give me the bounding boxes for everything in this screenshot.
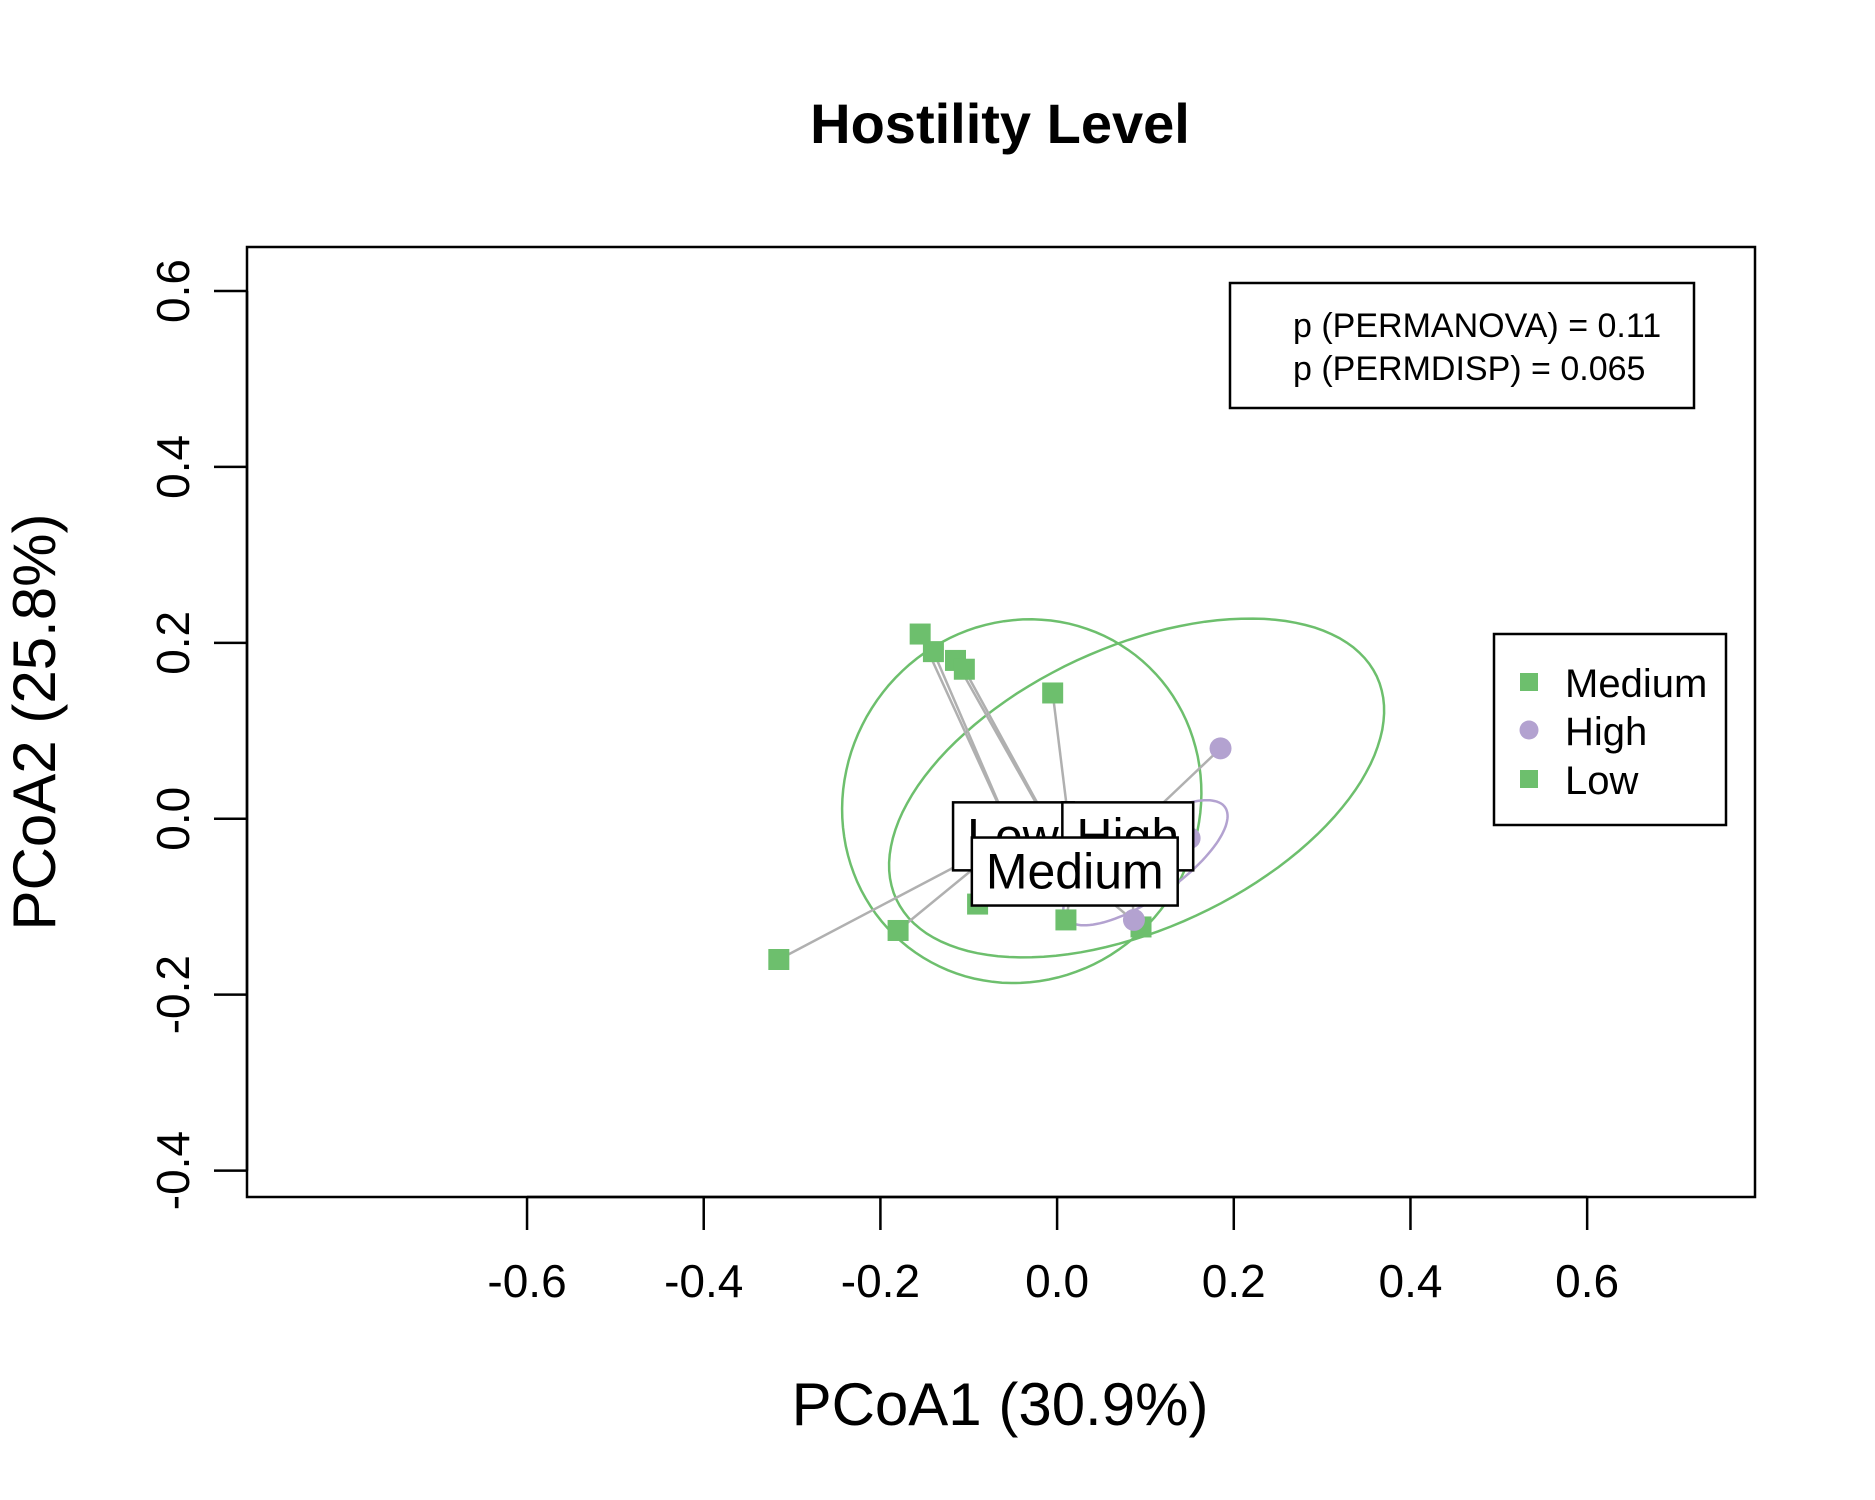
legend-medium-marker <box>1520 673 1538 691</box>
x-tick-label: 0.6 <box>1555 1255 1619 1307</box>
point-high <box>1209 737 1232 760</box>
chart-title: Hostility Level <box>810 92 1190 155</box>
stats-box: p (PERMANOVA) = 0.11 p (PERMDISP) = 0.06… <box>1228 281 1696 410</box>
y-tick-label: 0.6 <box>147 259 199 323</box>
data-points <box>768 623 1232 970</box>
centroid-spokes <box>778 633 1222 961</box>
x-tick-label: -0.2 <box>841 1255 920 1307</box>
y-axis: -0.4 -0.2 0.0 0.2 0.4 0.6 <box>147 259 249 1210</box>
x-axis: -0.6 -0.4 -0.2 0.0 0.2 0.4 0.6 <box>487 1195 1619 1307</box>
point-low <box>768 949 790 970</box>
ellipse-medium <box>887 617 1386 959</box>
y-tick-label: 0.4 <box>147 435 199 499</box>
legend-low-label: Low <box>1565 759 1638 803</box>
point-low <box>922 641 944 663</box>
ellipse-low <box>840 618 1203 985</box>
confidence-ellipses <box>840 617 1386 985</box>
legend-high-label: High <box>1565 710 1647 754</box>
y-axis-title: PCoA2 (25.8%) <box>1 514 68 931</box>
x-tick-label: 0.2 <box>1202 1255 1266 1307</box>
y-tick-label: -0.2 <box>147 955 199 1034</box>
point-high <box>1122 908 1145 931</box>
x-axis-title: PCoA1 (30.9%) <box>792 1371 1209 1438</box>
y-tick-label: -0.4 <box>147 1131 199 1210</box>
centroid-labels: LowHighMedium <box>951 801 1195 907</box>
legend: Medium High Low <box>1492 632 1728 827</box>
x-tick-label: -0.4 <box>664 1255 743 1307</box>
permanova-text: p (PERMANOVA) = 0.11 <box>1293 307 1661 345</box>
y-tick-label: 0.2 <box>147 611 199 675</box>
x-tick-label: -0.6 <box>487 1255 566 1307</box>
y-tick-label: 0.0 <box>147 787 199 851</box>
legend-high-marker <box>1519 720 1539 740</box>
legend-low-marker <box>1520 770 1538 788</box>
x-tick-label: 0.4 <box>1378 1255 1442 1307</box>
point-low <box>909 623 931 645</box>
centroid-label-medium: Medium <box>970 836 1179 907</box>
point-medium <box>1055 909 1077 931</box>
point-medium <box>953 658 975 680</box>
permdisp-text: p (PERMDISP) = 0.065 <box>1293 350 1645 388</box>
point-medium <box>1042 682 1064 704</box>
legend-medium-label: Medium <box>1565 662 1707 706</box>
centroid-label-text: Medium <box>986 844 1164 900</box>
x-tick-label: 0.0 <box>1025 1255 1089 1307</box>
point-low <box>887 919 909 941</box>
